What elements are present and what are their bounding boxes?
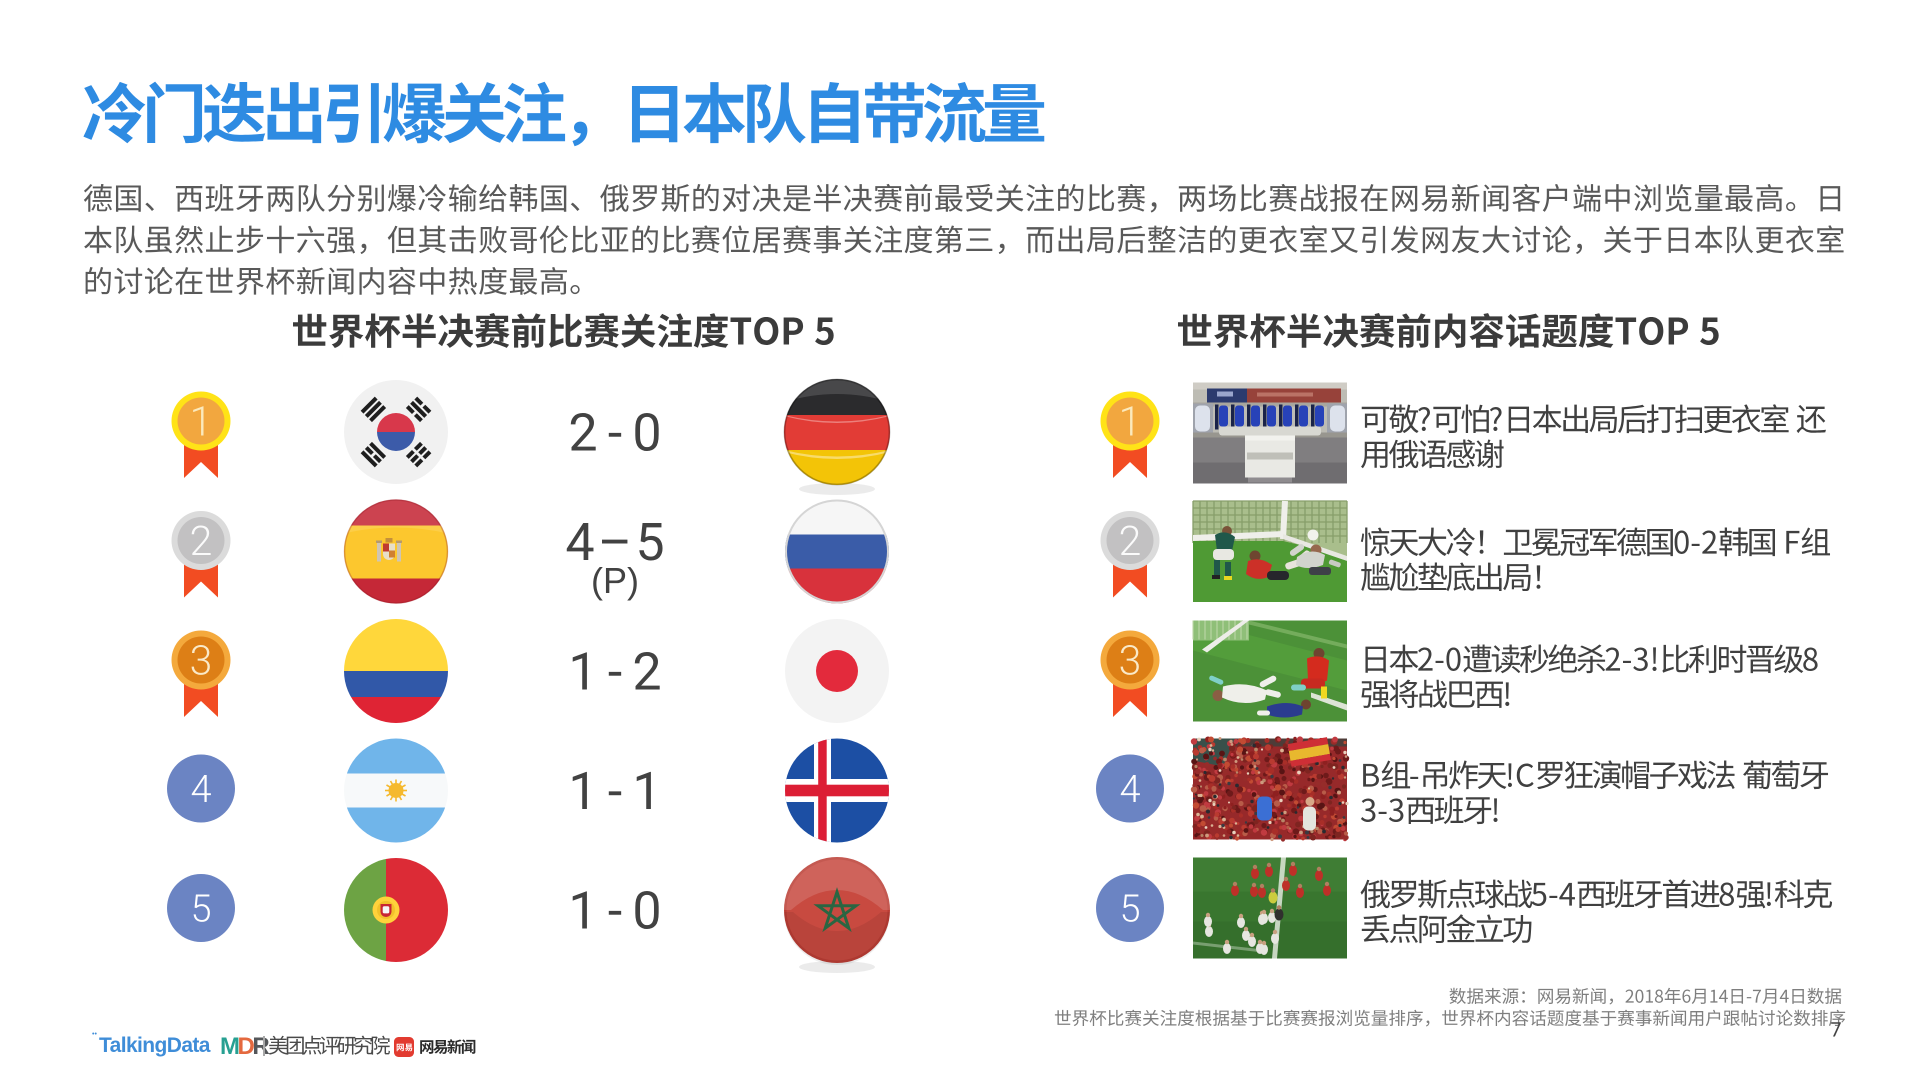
svg-text:(P): (P) (591, 560, 639, 601)
